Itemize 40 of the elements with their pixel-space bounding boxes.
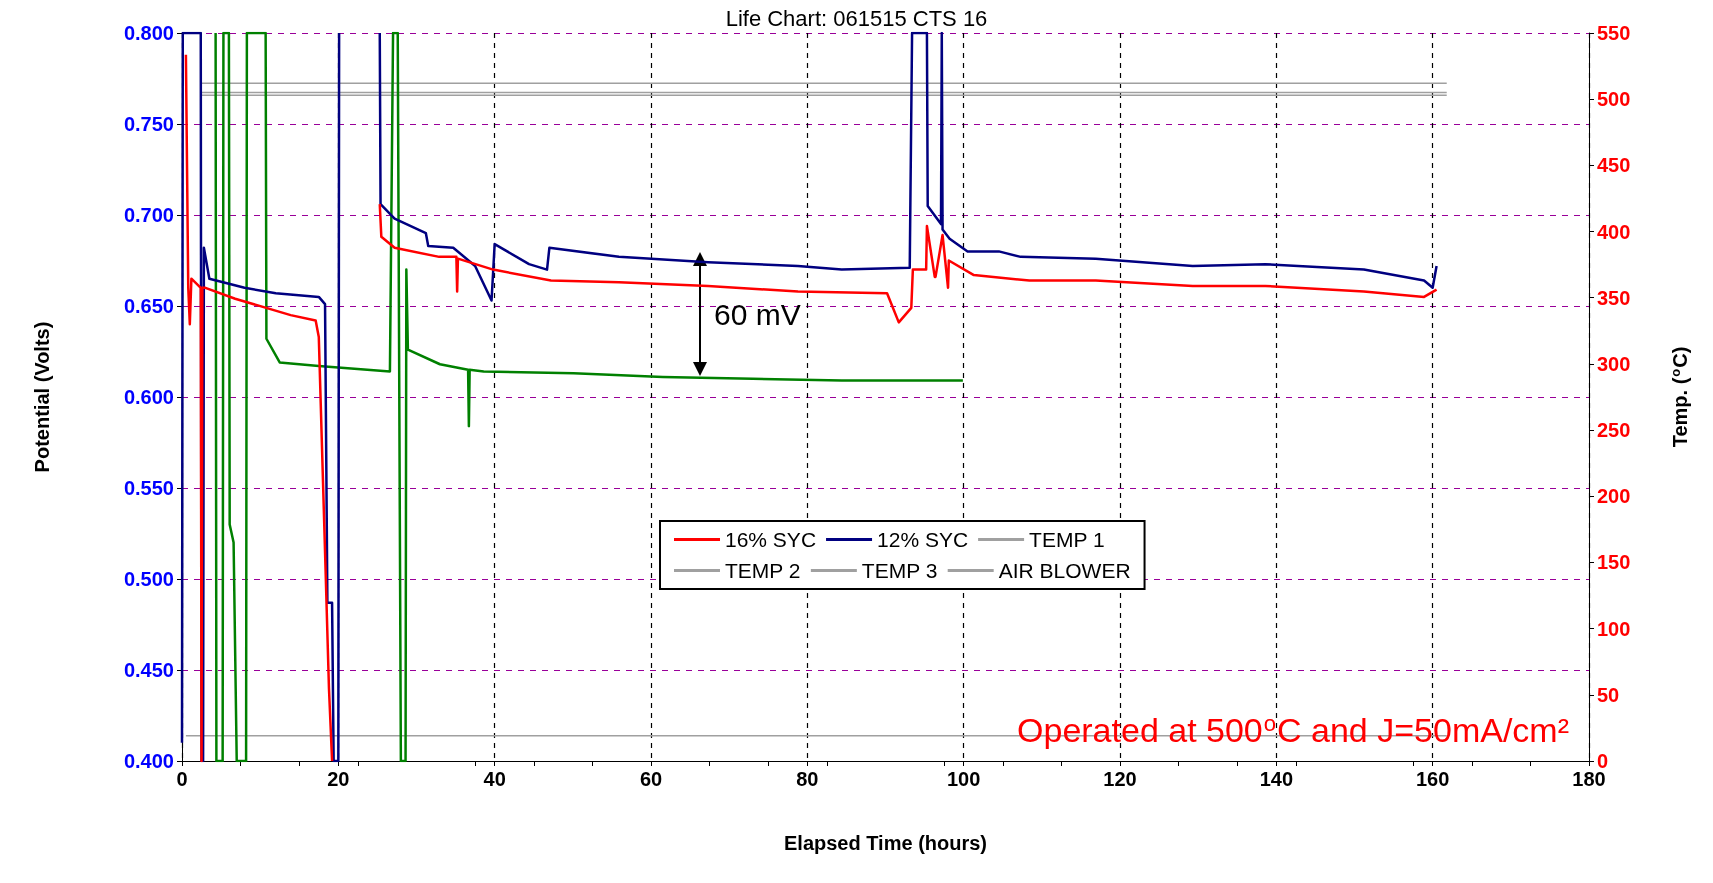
y-tick-label: 0.400 <box>123 750 174 772</box>
annotation: 60 mV <box>714 297 801 331</box>
y2-tick-label: 300 <box>1597 352 1631 375</box>
x-tick-label: 160 <box>1415 768 1450 790</box>
y2-tick-label: 250 <box>1597 419 1631 442</box>
y2-tick-label: 450 <box>1597 154 1631 177</box>
y2-tick-label: 100 <box>1597 617 1631 640</box>
x-tick-label: 0 <box>176 768 188 790</box>
x-tick-label: 80 <box>796 768 819 790</box>
legend-label: 12% SYC <box>877 528 969 551</box>
y-axis-title: Potential (Volts) <box>31 321 53 473</box>
y-tick-label: 0.450 <box>123 659 174 681</box>
legend-label: 16% SYC <box>725 528 817 551</box>
legend-label: TEMP 1 <box>1029 528 1105 551</box>
y2-axis-title: Temp. (oC) <box>1668 346 1691 448</box>
legend-label: AIR BLOWER <box>998 559 1131 582</box>
y-tick-label: 0.750 <box>123 113 174 135</box>
x-tick-label: 120 <box>1103 768 1137 790</box>
y-tick-label: 0.600 <box>123 386 174 408</box>
x-tick-label: 140 <box>1259 768 1294 790</box>
y2-tick-label: 200 <box>1597 485 1631 508</box>
x-tick-label: 40 <box>483 768 506 790</box>
y2-tick-label: 150 <box>1597 551 1631 574</box>
y-tick-label: 0.550 <box>123 477 174 499</box>
y2-tick-label: 500 <box>1597 88 1631 111</box>
y-tick-label: 0.800 <box>123 22 174 44</box>
x-tick-label: 60 <box>639 768 663 790</box>
y-tick-label: 0.650 <box>123 295 174 317</box>
y2-tick-label: 550 <box>1597 22 1631 44</box>
x-tick-label: 20 <box>327 768 350 790</box>
y2-tick-label: 400 <box>1597 220 1631 243</box>
legend-label: TEMP 2 <box>725 559 801 582</box>
legend-label: TEMP 3 <box>861 559 938 582</box>
y-tick-label: 0.500 <box>123 568 174 590</box>
x-tick-label: 100 <box>946 768 981 790</box>
y-tick-label: 0.700 <box>123 204 174 226</box>
y2-tick-label: 50 <box>1597 683 1620 706</box>
y2-tick-label: 350 <box>1597 286 1631 309</box>
chart-title: Life Chart: 061515 CTS 16 <box>725 5 988 31</box>
x-axis-title: Elapsed Time (hours) <box>783 832 988 854</box>
